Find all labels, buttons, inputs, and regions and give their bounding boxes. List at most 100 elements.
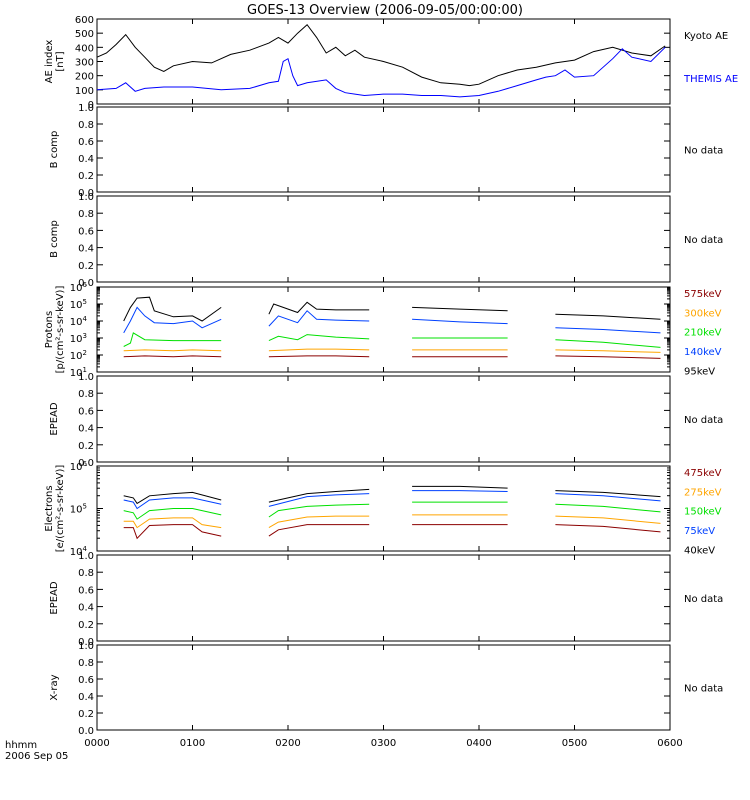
y-tick-label: 106 <box>70 281 88 294</box>
y-tick-label: 0.2 <box>78 709 94 720</box>
y-tick-label: 105 <box>70 503 87 516</box>
y-tick-label: 0.4 <box>78 692 94 703</box>
panel-frame <box>96 644 671 731</box>
series-line-575keV <box>268 355 370 358</box>
series-line-150keV <box>123 508 222 520</box>
series-line-75keV <box>123 497 222 510</box>
legend-entry: 300keV <box>684 308 722 319</box>
series-line-275keV <box>555 515 661 524</box>
y-tick-label: 0.2 <box>78 261 94 272</box>
series-line-75keV <box>412 490 508 492</box>
series-line-140keV <box>268 310 370 327</box>
y-tick-label: 1.0 <box>78 103 94 114</box>
series-line-140keV <box>123 306 222 334</box>
series-line-75keV <box>268 493 370 507</box>
series-line-40keV <box>555 490 661 498</box>
panel-ae: AE index [nT] 0 100 200 300 400 500 600 Kyoto AE T… <box>44 15 738 111</box>
x-tick-label: 0500 <box>562 738 587 749</box>
y-tick-label: 600 <box>75 15 94 26</box>
series-line-210keV <box>268 334 370 342</box>
x-tick-label: 0200 <box>275 738 300 749</box>
y-tick-label: 100 <box>75 86 94 97</box>
series-line-150keV <box>555 503 661 513</box>
y-tick-label: 0.2 <box>78 171 94 182</box>
series-line-575keV <box>123 355 222 358</box>
y-tick-label: 1.0 <box>78 551 94 562</box>
no-data-label: No data <box>684 415 723 426</box>
y-tick-label: 0.8 <box>78 658 94 669</box>
y-tick-exponent: 2 <box>83 349 87 357</box>
y-tick-label: 0.6 <box>78 406 94 417</box>
panel-xray: X-ray 0.0 0.2 0.4 0.6 0.8 1.0 No data <box>49 641 723 737</box>
time-axis: 0000 0100 0200 0300 0400 0500 0600 <box>84 738 682 749</box>
panel-frame <box>96 106 671 193</box>
panel-protons: Protons [p/(cm²-s-sr-keV)]101102103104105… <box>44 281 722 379</box>
figure-title: GOES-13 Overview (2006-09-05/00:00:00) <box>247 3 523 18</box>
y-tick-label: 400 <box>75 43 94 54</box>
panel-frame <box>96 286 671 373</box>
y-tick-label: 1.0 <box>78 372 94 383</box>
series-line-475keV <box>268 524 370 537</box>
x-tick-label: 0100 <box>180 738 205 749</box>
series-line-210keV <box>555 339 661 348</box>
y-axis-label: B comp <box>49 220 60 258</box>
y-axis-label: Electrons <box>44 485 55 531</box>
panel-frame <box>96 375 671 463</box>
series-line-40keV <box>268 488 370 503</box>
y-tick-label: 0.0 <box>78 637 94 648</box>
panel-frame <box>96 195 671 283</box>
series-line-475keV <box>123 524 222 540</box>
panel-electrons: Electrons [e/(cm²-s-sr-keV)]104105106475k… <box>44 460 722 558</box>
series-line-95keV <box>268 301 370 315</box>
legend-entry: 40keV <box>684 545 715 556</box>
x-caption-line2: 2006 Sep 05 <box>5 751 68 762</box>
y-tick-label: 0.4 <box>78 154 94 165</box>
y-tick-label: 0.0 <box>78 458 94 469</box>
y-tick-label: 103 <box>70 332 87 345</box>
series-line-210keV <box>123 332 222 347</box>
y-axis-label: EPEAD <box>49 402 60 436</box>
series-line-THEMIS AE <box>96 46 666 98</box>
y-tick-label: 0.4 <box>78 603 94 614</box>
series-line-575keV <box>555 355 661 359</box>
y-tick-label: 0.8 <box>78 568 94 579</box>
panels: AE index [nT] 0 100 200 300 400 500 600 Kyoto AE T… <box>44 15 738 737</box>
series-line-140keV <box>555 327 661 334</box>
legend-entry: 75keV <box>684 526 715 537</box>
legend-entry: Kyoto AE <box>684 31 728 42</box>
y-axis-label: [e/(cm²-s-sr-keV)] <box>55 465 66 553</box>
y-axis-label: EPEAD <box>49 581 60 615</box>
series-line-95keV <box>412 306 508 312</box>
no-data-label: No data <box>684 146 723 157</box>
y-tick-label: 1.0 <box>78 641 94 652</box>
y-tick-label: 0.6 <box>78 675 94 686</box>
panel-epead1: EPEAD 0.0 0.2 0.4 0.6 0.8 1.0 No data <box>49 372 723 469</box>
y-axis-label: [p/(cm²-s-sr-keV)] <box>55 286 66 374</box>
y-tick-label: 0.0 <box>78 188 94 199</box>
y-tick-label: 0.4 <box>78 244 94 255</box>
x-caption-line1: hhmm <box>5 740 37 751</box>
y-tick-label: 104 <box>70 315 88 328</box>
y-tick-label: 0.2 <box>78 620 94 631</box>
y-axis-label: [nT] <box>55 51 66 71</box>
y-tick-label: 200 <box>75 72 94 83</box>
y-tick-label: 0.8 <box>78 120 94 131</box>
series-line-300keV <box>123 349 222 352</box>
no-data-label: No data <box>684 684 723 695</box>
legend-entry: 140keV <box>684 347 722 358</box>
y-tick-label: 500 <box>75 29 94 40</box>
series-line-475keV <box>555 524 661 533</box>
y-axis-label: AE index <box>44 40 55 84</box>
y-tick-label: 300 <box>75 58 94 69</box>
y-tick-exponent: 1 <box>83 366 87 374</box>
legend-entry: 95keV <box>684 366 715 377</box>
y-axis-label: Protons <box>44 311 55 348</box>
y-tick-label: 0.0 <box>78 726 94 737</box>
y-tick-exponent: 5 <box>83 503 87 511</box>
y-tick-label: 0.4 <box>78 424 94 435</box>
panel-epead2: EPEAD 0.0 0.2 0.4 0.6 0.8 1.0 No data <box>49 551 723 648</box>
legend-entry: THEMIS AE <box>683 74 738 85</box>
legend-entry: 575keV <box>684 289 722 300</box>
series-line-40keV <box>123 491 222 505</box>
